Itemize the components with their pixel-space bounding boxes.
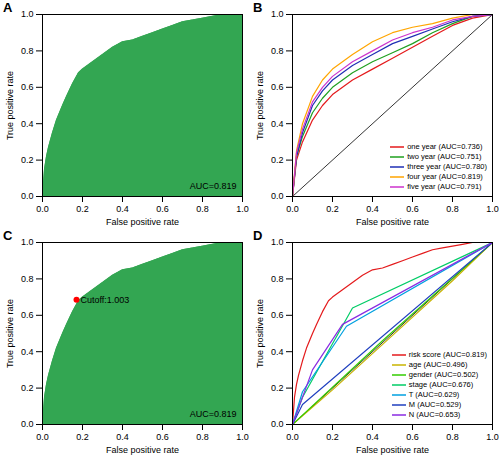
html-text:five year (AUC=0.791): five year (AUC=0.791) xyxy=(407,182,482,191)
svg-text:0.6: 0.6 xyxy=(271,310,284,320)
svg-text:0.6: 0.6 xyxy=(21,310,34,320)
svg-text:0.8: 0.8 xyxy=(446,204,459,214)
svg-text:0.8: 0.8 xyxy=(196,432,209,442)
svg-text:True positive rate: True positive rate xyxy=(255,71,265,140)
svg-text:1.0: 1.0 xyxy=(271,237,284,247)
html-text:age (AUC=0.496): age (AUC=0.496) xyxy=(408,360,468,369)
svg-text:True positive rate: True positive rate xyxy=(5,71,15,140)
svg-text:AUC=0.819: AUC=0.819 xyxy=(190,181,237,191)
svg-text:0.8: 0.8 xyxy=(196,204,209,214)
svg-text:0.2: 0.2 xyxy=(76,204,89,214)
svg-text:0.4: 0.4 xyxy=(271,347,284,357)
svg-text:1.0: 1.0 xyxy=(21,237,34,247)
svg-text:False positive rate: False positive rate xyxy=(356,217,429,227)
svg-text:0.2: 0.2 xyxy=(21,383,34,393)
svg-text:0.0: 0.0 xyxy=(36,204,49,214)
html-text:one year (AUC=0.736): one year (AUC=0.736) xyxy=(407,142,483,151)
svg-text:0.2: 0.2 xyxy=(326,432,339,442)
svg-text:0.6: 0.6 xyxy=(271,82,284,92)
svg-text:0.4: 0.4 xyxy=(271,119,284,129)
html-text:N (AUC=0.653): N (AUC=0.653) xyxy=(408,410,461,419)
svg-text:0.4: 0.4 xyxy=(116,204,129,214)
html-text:two year (AUC=0.751): two year (AUC=0.751) xyxy=(407,152,482,161)
html-text:M (AUC=0.529): M (AUC=0.529) xyxy=(408,400,462,409)
svg-text:0.2: 0.2 xyxy=(76,432,89,442)
html-text:D: D xyxy=(253,228,263,243)
html-text:C: C xyxy=(3,228,13,243)
svg-text:0.6: 0.6 xyxy=(156,204,169,214)
svg-text:0.4: 0.4 xyxy=(366,204,379,214)
svg-text:0.6: 0.6 xyxy=(21,82,34,92)
html-text:T (AUC=0.629): T (AUC=0.629) xyxy=(408,390,460,399)
svg-text:False positive rate: False positive rate xyxy=(106,445,179,455)
svg-text:1.0: 1.0 xyxy=(236,204,249,214)
svg-text:1.0: 1.0 xyxy=(271,9,284,19)
svg-text:Cutoff:1.003: Cutoff:1.003 xyxy=(81,295,130,305)
svg-text:True positive rate: True positive rate xyxy=(5,299,15,368)
svg-text:0.2: 0.2 xyxy=(21,155,34,165)
svg-text:0.2: 0.2 xyxy=(326,204,339,214)
svg-text:1.0: 1.0 xyxy=(486,432,499,442)
svg-text:0.8: 0.8 xyxy=(21,274,34,284)
svg-text:True positive rate: True positive rate xyxy=(255,299,265,368)
svg-text:0.4: 0.4 xyxy=(366,432,379,442)
svg-text:0.8: 0.8 xyxy=(271,274,284,284)
svg-text:0.2: 0.2 xyxy=(271,383,284,393)
svg-text:0.2: 0.2 xyxy=(271,155,284,165)
svg-text:0.0: 0.0 xyxy=(271,191,284,201)
svg-text:1.0: 1.0 xyxy=(486,204,499,214)
html-text:four year (AUC=0.819): four year (AUC=0.819) xyxy=(407,172,483,181)
svg-text:0.0: 0.0 xyxy=(286,432,299,442)
svg-text:0.0: 0.0 xyxy=(21,419,34,429)
svg-text:0.8: 0.8 xyxy=(271,46,284,56)
svg-text:0.6: 0.6 xyxy=(406,204,419,214)
html-text:risk score (AUC=0.819): risk score (AUC=0.819) xyxy=(408,350,487,359)
svg-text:0.0: 0.0 xyxy=(286,204,299,214)
svg-text:1.0: 1.0 xyxy=(236,432,249,442)
svg-text:False positive rate: False positive rate xyxy=(356,445,429,455)
svg-text:0.6: 0.6 xyxy=(406,432,419,442)
html-text:stage (AUC=0.676): stage (AUC=0.676) xyxy=(408,380,474,389)
svg-text:0.4: 0.4 xyxy=(116,432,129,442)
svg-text:0.0: 0.0 xyxy=(36,432,49,442)
html-text:gender (AUC=0.502): gender (AUC=0.502) xyxy=(408,370,479,379)
svg-text:0.0: 0.0 xyxy=(271,419,284,429)
svg-text:0.8: 0.8 xyxy=(446,432,459,442)
svg-text:0.0: 0.0 xyxy=(21,191,34,201)
svg-text:AUC=0.819: AUC=0.819 xyxy=(190,409,237,419)
html-text:three year (AUC=0.780): three year (AUC=0.780) xyxy=(407,162,487,171)
html-text:A: A xyxy=(3,0,13,15)
svg-text:0.6: 0.6 xyxy=(156,432,169,442)
svg-text:False positive rate: False positive rate xyxy=(106,217,179,227)
html-text:B: B xyxy=(253,0,263,15)
svg-text:1.0: 1.0 xyxy=(21,9,34,19)
svg-text:0.8: 0.8 xyxy=(21,46,34,56)
svg-text:0.4: 0.4 xyxy=(21,347,34,357)
svg-text:0.4: 0.4 xyxy=(21,119,34,129)
